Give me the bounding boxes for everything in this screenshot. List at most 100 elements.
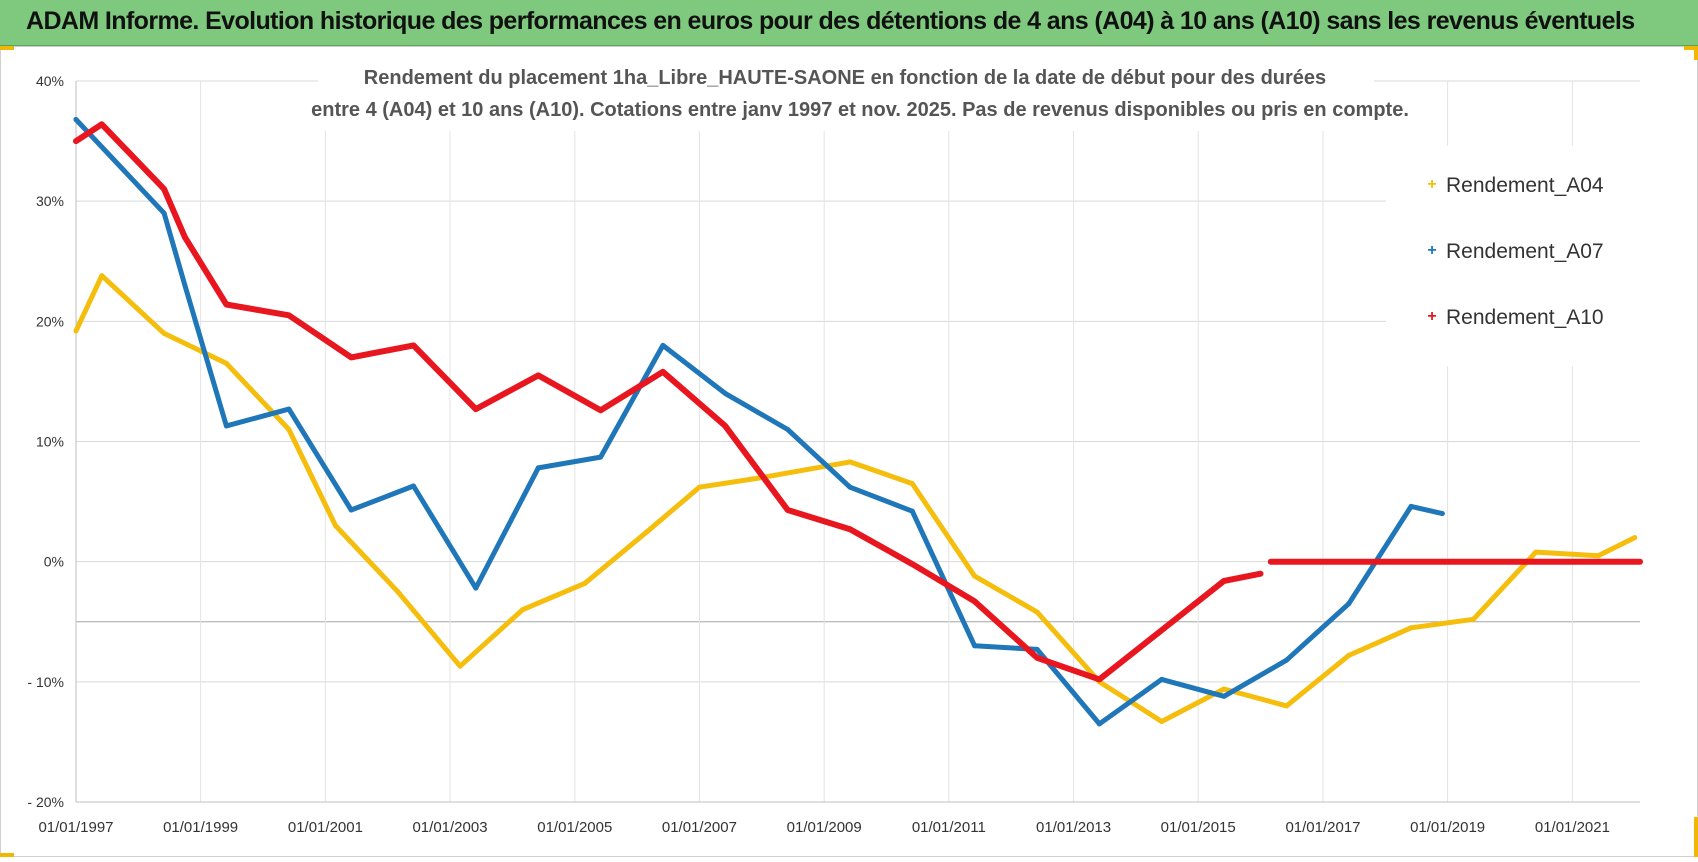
x-tick-label: 01/01/2005 <box>537 819 612 836</box>
data-point <box>1159 719 1165 724</box>
data-point <box>286 406 292 412</box>
data-point <box>847 484 853 490</box>
line-chart: 40%30%20%10%0%- 10%- 20% 01/01/1997 01/01… <box>0 46 1698 857</box>
legend-item: + Rendement_A04 <box>1427 174 1604 197</box>
data-point <box>473 406 479 412</box>
data-point <box>696 484 702 490</box>
data-point <box>1221 578 1227 584</box>
data-point <box>99 273 105 279</box>
data-point <box>972 573 978 579</box>
legend: + Rendement_A04 + Rendement_A07 + Rendement_A… <box>1386 146 1644 366</box>
data-point <box>598 454 604 460</box>
data-point <box>73 138 79 144</box>
data-point <box>348 507 354 513</box>
y-tick-label: 0% <box>44 554 64 570</box>
data-point <box>722 423 728 429</box>
x-tick-label: 01/01/2011 <box>912 819 986 836</box>
x-tick-label: 01/01/2009 <box>787 819 862 836</box>
legend-label: Rendement_A07 <box>1446 240 1604 263</box>
data-point <box>535 465 541 471</box>
data-point <box>598 407 604 413</box>
data-point <box>1346 601 1352 607</box>
data-point <box>286 427 292 432</box>
x-tick-label: 01/01/2013 <box>1036 819 1111 836</box>
legend-marker-icon: + <box>1427 242 1436 259</box>
data-point <box>182 234 188 240</box>
data-point <box>161 210 167 216</box>
legend-item: + Rendement_A07 <box>1427 240 1603 263</box>
data-point <box>909 508 915 514</box>
x-tick-label: 01/01/1997 <box>38 819 113 836</box>
data-point <box>1470 616 1476 622</box>
y-tick-label: 10% <box>36 434 64 450</box>
x-axis: 01/01/1997 01/01/1999 01/01/2001 01/01/2003… <box>38 819 1609 836</box>
data-point <box>1159 627 1165 633</box>
data-point <box>1632 535 1638 541</box>
data-point <box>847 459 853 465</box>
data-point <box>644 529 650 535</box>
data-point <box>457 663 463 669</box>
data-point <box>1268 559 1274 565</box>
series-line-segment <box>73 121 1264 683</box>
data-point <box>660 369 666 375</box>
data-point <box>223 423 229 429</box>
data-point <box>1221 686 1227 692</box>
data-point <box>909 481 915 487</box>
legend-label: Rendement_A10 <box>1446 306 1604 329</box>
data-point <box>182 282 188 288</box>
x-tick-label: 01/01/2007 <box>662 819 737 836</box>
banner-title: ADAM Informe. Evolution historique des p… <box>26 7 1635 35</box>
data-point <box>909 561 915 567</box>
x-tick-label: 01/01/2017 <box>1285 819 1360 836</box>
data-point <box>660 342 666 348</box>
corner-mark-top-right-v <box>1694 46 1698 60</box>
data-point <box>722 390 728 396</box>
legend-item: + Rendement_A10 <box>1427 306 1603 329</box>
data-point <box>223 360 229 366</box>
data-point <box>1595 553 1601 559</box>
data-point <box>1096 676 1102 682</box>
data-point <box>785 427 791 432</box>
x-tick-label: 01/01/2003 <box>412 819 487 836</box>
series-Rendement_A10 <box>73 121 1643 683</box>
data-point <box>520 607 526 613</box>
data-point <box>73 328 79 334</box>
data-point <box>1034 646 1040 652</box>
legend-box <box>1386 146 1644 366</box>
corner-mark-bottom-left <box>0 853 14 857</box>
y-tick-label: 30% <box>36 193 64 209</box>
chart-title: Rendement du placement 1ha_Libre_HAUTE-S… <box>364 67 1326 89</box>
data-point <box>473 585 479 591</box>
data-point <box>161 186 167 192</box>
y-tick-label: 20% <box>36 313 64 329</box>
data-point <box>1159 676 1165 682</box>
x-tick-label: 01/01/2021 <box>1535 819 1610 836</box>
legend-marker-icon: + <box>1427 308 1436 325</box>
data-point <box>1034 609 1040 615</box>
data-point <box>535 372 541 378</box>
data-point <box>333 523 338 529</box>
data-point <box>286 312 292 318</box>
legend-marker-icon: + <box>1427 176 1436 193</box>
data-point <box>972 643 978 649</box>
corner-mark-top-right <box>1684 46 1698 50</box>
data-point <box>223 302 229 307</box>
data-point <box>785 507 791 513</box>
data-point <box>972 598 978 604</box>
chart-frame: 40% 30% 20% 10% 0% - 10% - 20% 01/01/1997 01/01… <box>0 46 1698 857</box>
x-tick-label: 01/01/2001 <box>288 819 363 836</box>
data-point <box>1221 693 1227 699</box>
y-tick-label: - 20% <box>27 794 64 810</box>
series-Rendement_A07 <box>73 117 1445 727</box>
data-point <box>1284 657 1289 663</box>
data-point <box>1439 511 1445 517</box>
data-point <box>73 117 79 122</box>
data-point <box>1096 721 1102 727</box>
series-line <box>73 117 1445 727</box>
data-point <box>1284 703 1289 709</box>
series-layer <box>73 117 1643 727</box>
x-tick-label: 01/01/2015 <box>1161 819 1236 836</box>
data-point <box>1533 549 1539 555</box>
data-point <box>1408 625 1414 631</box>
data-point <box>411 483 416 489</box>
